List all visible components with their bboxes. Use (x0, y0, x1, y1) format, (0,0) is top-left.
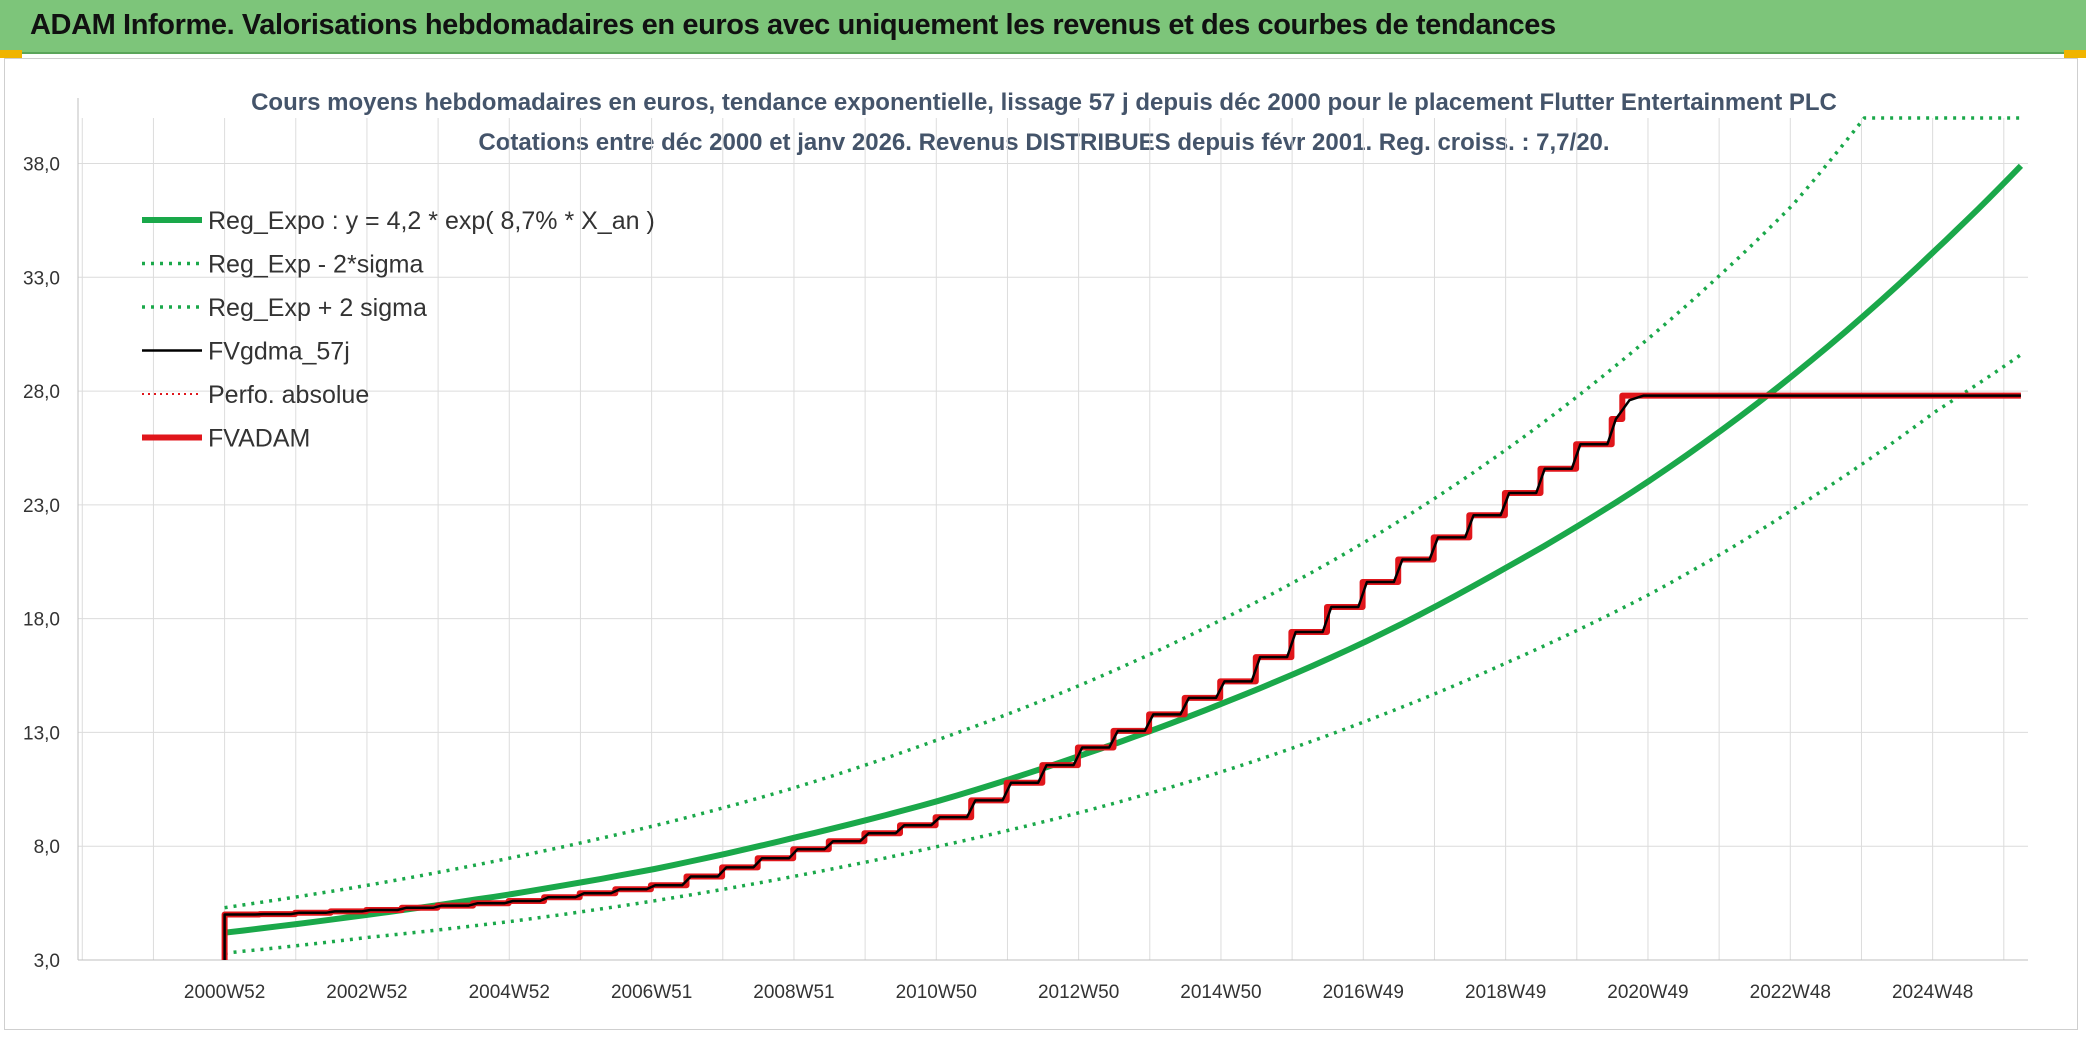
x-tick-label: 2012W50 (1038, 982, 1119, 1003)
legend-label: Reg_Expo : y = 4,2 * exp( 8,7% * X_an ) (208, 207, 655, 235)
series-line-5 (221, 392, 2021, 960)
y-tick-label: 33,0 (23, 268, 60, 289)
series-line-0 (224, 163, 2024, 936)
series-group (221, 116, 2024, 960)
y-tick-label: 13,0 (23, 723, 60, 744)
series-line-3 (223, 394, 2021, 960)
chart-title: Cours moyens hebdomadaires en euros, ten… (251, 89, 1837, 116)
y-tick-label: 3,0 (34, 951, 60, 972)
y-tick-label: 28,0 (23, 382, 60, 403)
corner-accent-left (0, 50, 22, 58)
x-tick-label: 2008W51 (753, 982, 834, 1003)
legend-label: Reg_Exp - 2*sigma (208, 251, 423, 279)
legend-label: FVADAM (208, 425, 310, 453)
x-tick-label: 2018W49 (1465, 982, 1546, 1003)
x-tick-label: 2024W48 (1892, 982, 1973, 1003)
x-tick-label: 2002W52 (326, 982, 407, 1003)
y-tick-label: 8,0 (34, 837, 60, 858)
series-line-4 (223, 394, 2021, 960)
y-tick-label: 18,0 (23, 610, 60, 631)
x-tick-label: 2000W52 (184, 982, 265, 1003)
x-tick-label: 2006W51 (611, 982, 692, 1003)
axes: 3,0 8,0 13,0 18,0 23,0 28,0 33,0 38,0 2000W52 200… (23, 98, 2028, 1003)
corner-accent-right (2064, 50, 2086, 58)
legend-label: Reg_Exp + 2 sigma (208, 294, 427, 322)
x-tick-label: 2004W52 (469, 982, 550, 1003)
series-line-2 (224, 116, 2021, 910)
report-banner: ADAM Informe. Valorisations hebdomadaire… (0, 0, 2086, 54)
legend: Reg_Expo : y = 4,2 * exp( 8,7% * X_an ) R… (142, 207, 655, 453)
y-tick-label: 38,0 (23, 155, 60, 176)
report-title: ADAM Informe. Valorisations hebdomadaire… (30, 9, 1556, 41)
x-tick-label: 2020W49 (1607, 982, 1688, 1003)
x-tick-label: 2014W50 (1180, 982, 1261, 1003)
chart-subtitle: Cotations entre déc 2000 et janv 2026. R… (478, 129, 1609, 156)
y-tick-label: 23,0 (23, 496, 60, 517)
legend-label: FVgdma_57j (208, 338, 350, 366)
x-tick-label: 2016W49 (1323, 982, 1404, 1003)
legend-label: Perfo. absolue (208, 381, 369, 409)
chart-frame (4, 58, 2078, 1030)
x-tick-label: 2022W48 (1750, 982, 1831, 1003)
series-line-1 (224, 353, 2022, 955)
x-tick-label: 2010W50 (896, 982, 977, 1003)
grid-lines (78, 118, 2028, 961)
